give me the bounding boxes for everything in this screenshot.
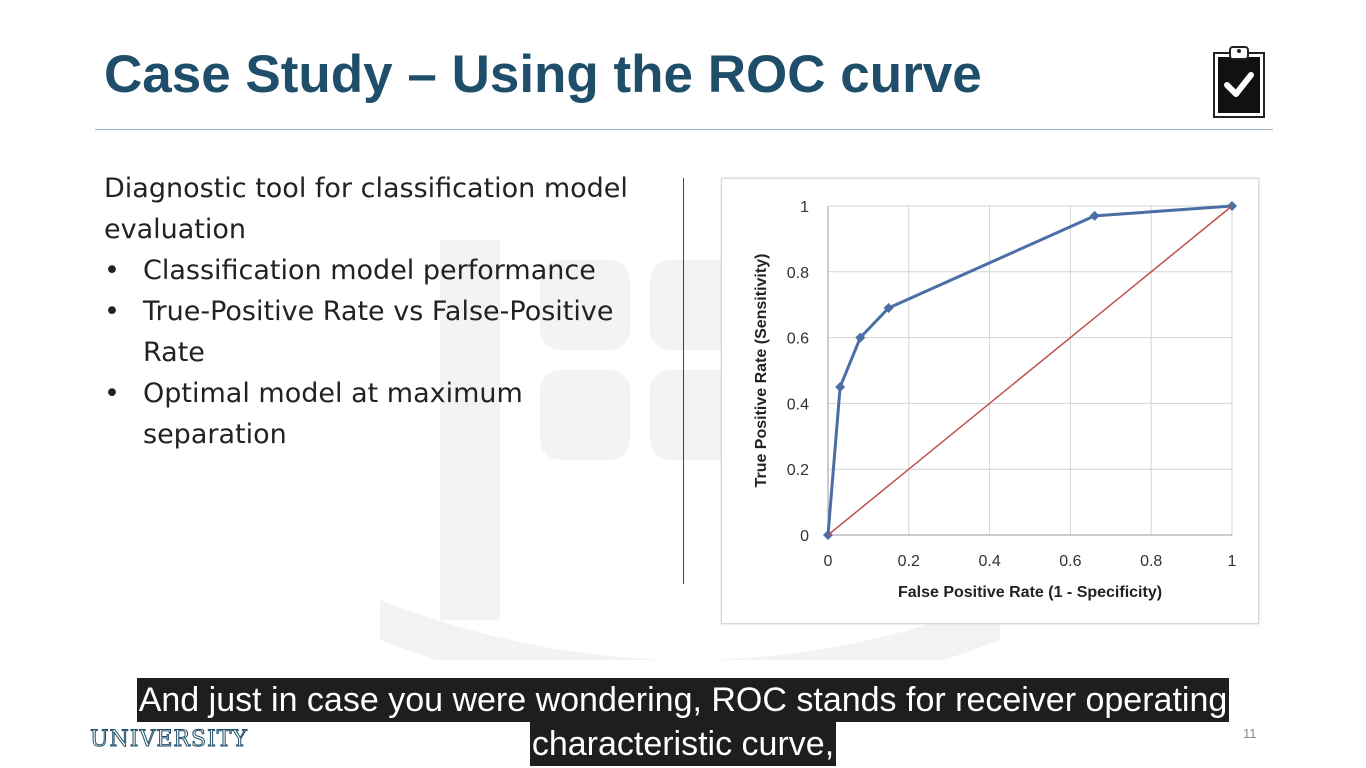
clipboard-check-icon <box>1213 46 1265 118</box>
y-axis-label: True Positive Rate (Sensitivity) <box>753 254 770 488</box>
vertical-divider <box>683 178 684 584</box>
x-tick-label: 0.6 <box>1059 553 1081 570</box>
slide-title: Case Study – Using the ROC curve <box>104 45 982 104</box>
bullet-item: • Classification model performance <box>104 250 664 291</box>
roc-chart-svg: 0 0.2 0.4 0.6 0.8 1 0 0.2 0.4 0.6 0.8 1 False Positi… <box>753 199 1237 601</box>
y-tick-label: 0.2 <box>787 462 809 479</box>
caption-line-1: And just in case you were wondering, ROC… <box>136 678 1230 722</box>
y-tick-label: 0.6 <box>787 331 809 348</box>
bullet-item: • Optimal model at maximum separation <box>104 373 664 455</box>
roc-chart: 0 0.2 0.4 0.6 0.8 1 0 0.2 0.4 0.6 0.8 1 False Positi… <box>721 178 1259 624</box>
page-number: 11 <box>1243 726 1257 741</box>
x-tick-label: 0 <box>824 553 833 570</box>
x-axis-label: False Positive Rate (1 - Specificity) <box>898 584 1162 601</box>
y-tick-label: 0.8 <box>787 265 809 282</box>
bullet-text: Optimal model at maximum separation <box>143 378 523 450</box>
university-logo-text: UNIVERSITY <box>90 727 248 752</box>
y-tick-label: 0.4 <box>787 396 809 413</box>
university-logo: UNIVERSITY <box>90 727 248 753</box>
bullet-text: True-Positive Rate vs False-Positive Rat… <box>143 296 614 368</box>
y-tick-label: 0 <box>800 528 809 545</box>
bullet-dot-icon: • <box>104 255 120 286</box>
x-tick-label: 0.8 <box>1140 553 1162 570</box>
bullet-list: • Classification model performance • True-… <box>104 250 664 455</box>
x-tick-label: 0.4 <box>978 553 1000 570</box>
x-tick-label: 0.2 <box>898 553 920 570</box>
title-divider <box>95 129 1273 130</box>
slide-body: Diagnostic tool for classification model… <box>104 168 664 455</box>
bullet-dot-icon: • <box>104 296 120 327</box>
bullet-item: • True-Positive Rate vs False-Positive Ra… <box>104 291 664 373</box>
roc-data-point <box>855 332 866 343</box>
bullet-text: Classification model performance <box>143 255 596 286</box>
diagonal-reference-line <box>827 205 1233 536</box>
y-tick-label: 1 <box>800 199 809 216</box>
roc-curve-line <box>826 204 1233 536</box>
roc-data-point <box>1089 210 1100 221</box>
caption-line-2: characteristic curve, <box>529 722 837 766</box>
intro-text: Diagnostic tool for classification model… <box>104 173 628 245</box>
x-tick-label: 1 <box>1228 553 1237 570</box>
roc-data-point <box>883 302 894 313</box>
bullet-dot-icon: • <box>104 378 120 409</box>
roc-data-point <box>835 381 846 392</box>
video-captions: And just in case you were wondering, ROC… <box>0 678 1366 766</box>
